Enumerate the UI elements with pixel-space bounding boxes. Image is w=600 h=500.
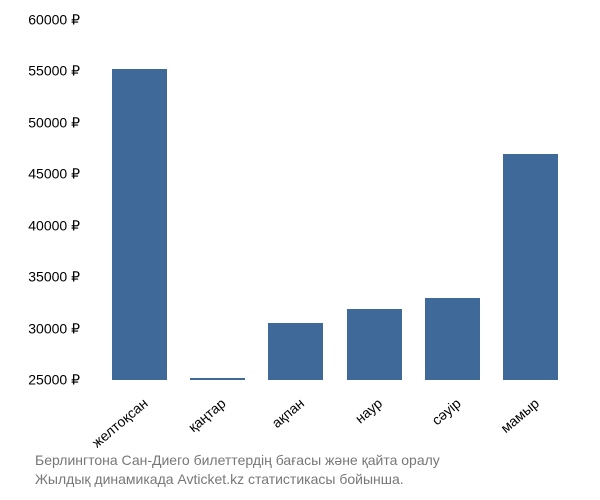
bar <box>190 378 245 380</box>
caption-line-2: Жылдық динамикада Avticket.kz статистика… <box>35 470 440 490</box>
y-tick-label: 45000 ₽ <box>28 166 80 183</box>
y-tick-label: 55000 ₽ <box>28 63 80 80</box>
plot-area <box>90 20 580 380</box>
bar <box>112 69 167 380</box>
bar <box>268 323 323 380</box>
x-tick-label: мамыр <box>497 395 542 436</box>
caption-line-1: Берлингтона Сан-Диего билеттердің бағасы… <box>35 451 440 471</box>
chart-container: 25000 ₽ 30000 ₽ 35000 ₽ 40000 ₽ 45000 ₽ 50000… <box>0 0 600 500</box>
y-tick-label: 40000 ₽ <box>28 217 80 234</box>
y-tick-label: 30000 ₽ <box>28 320 80 337</box>
x-tick-label: ақпан <box>268 395 307 431</box>
bar <box>347 309 402 380</box>
x-axis-labels: желтоқсанқаңтарақпаннаурсәуірмамыр <box>90 385 580 445</box>
y-tick-label: 35000 ₽ <box>28 269 80 286</box>
bar <box>503 154 558 380</box>
x-tick-label: сәуір <box>428 395 463 428</box>
x-tick-label: желтоқсан <box>88 395 150 451</box>
x-tick-label: қаңтар <box>185 395 229 435</box>
bar <box>425 298 480 380</box>
bars-group <box>90 20 580 380</box>
y-tick-label: 50000 ₽ <box>28 114 80 131</box>
chart-caption: Берлингтона Сан-Диего билеттердің бағасы… <box>35 451 440 490</box>
y-tick-label: 60000 ₽ <box>28 12 80 29</box>
y-axis: 25000 ₽30000 ₽35000 ₽40000 ₽45000 ₽50000… <box>0 20 85 380</box>
y-tick-label: 25000 ₽ <box>28 372 80 389</box>
x-tick-label: наур <box>352 395 385 427</box>
